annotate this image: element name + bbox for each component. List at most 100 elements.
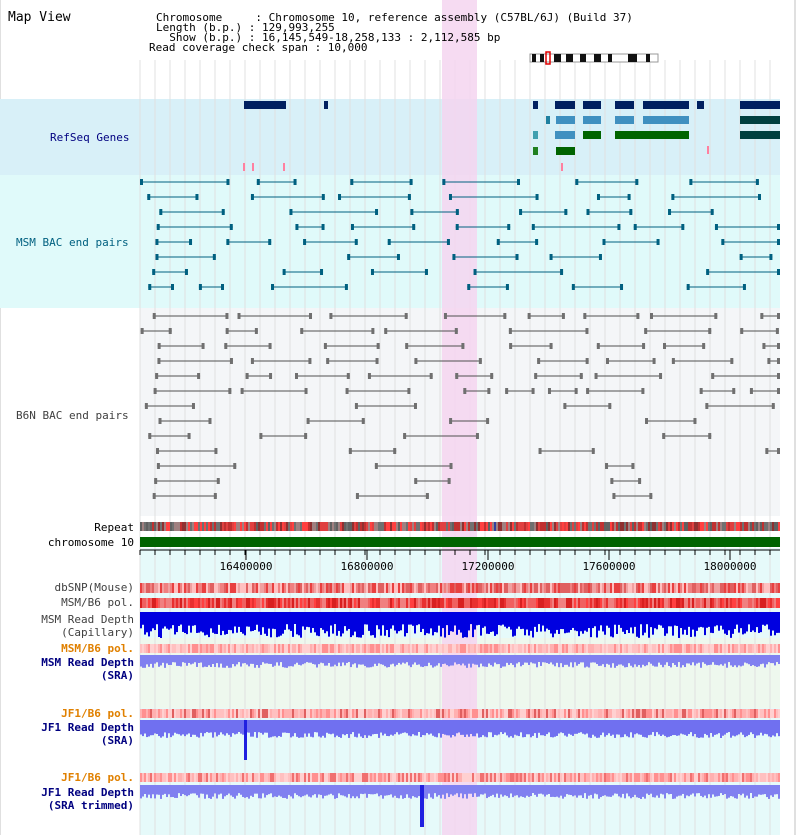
msm-pol-sra-cell: [336, 644, 338, 653]
msm-pol-sra-cell: [426, 644, 428, 653]
jf1-pol-2-cell: [178, 773, 180, 782]
jf1-depth-bar: [198, 720, 200, 738]
msm-depth-cap-bar: [232, 612, 234, 634]
msm-pol-cell: [524, 598, 526, 608]
msm-pol-sra-cell: [436, 644, 438, 653]
jf1-depth-bar: [188, 720, 190, 734]
track-label-msm-bac[interactable]: MSM BAC end pairs: [16, 236, 129, 249]
jf1-trim-bar: [344, 785, 346, 797]
msm-depth-cap-bar: [212, 612, 214, 633]
msm-depth-cap-bar: [624, 612, 626, 635]
dbsnp-cell: [524, 583, 526, 593]
msm-bac-end: [602, 239, 606, 245]
jf1-pol-2-cell: [744, 773, 746, 782]
jf1-depth-bar: [408, 720, 410, 736]
msm-depth-cap-bar: [578, 612, 580, 637]
repeat-block: [566, 522, 568, 531]
jf1-trim-bar: [546, 785, 548, 795]
msm-pol-sra-cell: [464, 644, 466, 653]
dbsnp-cell: [594, 583, 596, 593]
msm-pol-sra-cell: [504, 644, 506, 653]
msm-depth-sra-bar: [550, 655, 552, 663]
dbsnp-cell: [772, 583, 774, 593]
repeat-block: [570, 522, 572, 531]
jf1-trim-bar: [374, 785, 376, 795]
track-label-b6n-bac[interactable]: B6N BAC end pairs: [16, 409, 129, 422]
repeat-block: [300, 522, 302, 531]
msm-pol-cell: [256, 598, 258, 608]
msm-pol-sra-cell: [306, 644, 308, 653]
refseq-gene: [533, 131, 538, 139]
repeat-block: [514, 522, 516, 531]
msm-depth-sra-bar: [466, 655, 468, 668]
jf1-pol-cell: [674, 709, 676, 718]
dbsnp-cell: [270, 583, 272, 593]
jf1-depth-bar: [742, 720, 744, 735]
axis-tick-label: 17600000: [583, 560, 636, 573]
dbsnp-cell: [554, 583, 556, 593]
dbsnp-cell: [262, 583, 264, 593]
track-label-msm-depth-cap[interactable]: MSM Read Depth: [41, 613, 134, 626]
track-label-msm-depth-sra[interactable]: MSM Read Depth: [41, 656, 134, 669]
jf1-pol-2-cell: [558, 773, 560, 782]
b6n-bac-end: [329, 313, 333, 319]
msm-depth-sra-bar: [156, 655, 158, 663]
msm-depth-cap-bar: [570, 612, 572, 631]
dbsnp-cell: [558, 583, 560, 593]
msm-depth-cap-bar: [740, 612, 742, 629]
msm-depth-cap-bar: [496, 612, 498, 635]
jf1-depth-bar: [700, 720, 702, 738]
msm-depth-sra-bar: [610, 655, 612, 668]
jf1-pol-2-cell: [566, 773, 568, 782]
track-label-jf1-depth[interactable]: JF1 Read Depth: [41, 721, 134, 734]
jf1-depth-bar: [530, 720, 532, 738]
jf1-trim-bar: [456, 785, 458, 794]
msm-pol-cell: [304, 598, 306, 608]
track-label-msm-pol[interactable]: MSM/B6 pol.: [61, 596, 134, 609]
jf1-pol-2-cell: [730, 773, 732, 782]
b6n-bac-end: [663, 343, 667, 349]
jf1-pol-cell: [580, 709, 582, 718]
msm-bac-end: [755, 179, 759, 185]
jf1-pol-2-cell: [258, 773, 260, 782]
b6n-bac-end: [594, 373, 598, 379]
msm-pol-sra-cell: [298, 644, 300, 653]
jf1-trim-bar: [222, 785, 224, 799]
track-label-repeat[interactable]: Repeat: [94, 521, 134, 534]
jf1-depth-bar: [404, 720, 406, 733]
track-label-dbsnp[interactable]: dbSNP(Mouse): [54, 581, 134, 594]
track-label-msm-pol-sra[interactable]: MSM/B6 pol.: [61, 642, 134, 655]
repeat-block: [578, 522, 580, 531]
msm-depth-sra-bar: [668, 655, 670, 666]
jf1-pol-cell: [254, 709, 256, 718]
track-label-refseq[interactable]: RefSeq Genes: [50, 131, 130, 144]
jf1-pol-2-cell: [734, 773, 736, 782]
msm-depth-sra-bar: [774, 655, 776, 666]
jf1-trim-bar: [180, 785, 182, 797]
msm-depth-cap-bar: [716, 612, 718, 626]
track-label-jf1-trim[interactable]: JF1 Read Depth: [41, 786, 134, 799]
msm-pol-sra-cell: [604, 644, 606, 653]
track-label-jf1-pol[interactable]: JF1/B6 pol.: [61, 707, 134, 720]
jf1-pol-2-cell: [306, 773, 308, 782]
dbsnp-cell: [234, 583, 236, 593]
jf1-pol-cell: [460, 709, 462, 718]
jf1-depth-bar: [516, 720, 518, 736]
msm-pol-sra-cell: [440, 644, 442, 653]
msm-pol-sra-cell: [182, 644, 184, 653]
msm-depth-cap-bar: [768, 612, 770, 630]
msm-pol-cell: [712, 598, 714, 608]
jf1-depth-bar: [406, 720, 408, 734]
jf1-trim-bar: [510, 785, 512, 794]
track-label-jf1-pol-2[interactable]: JF1/B6 pol.: [61, 771, 134, 784]
msm-pol-cell: [150, 598, 152, 608]
msm-depth-cap-bar: [348, 612, 350, 629]
msm-depth-cap-bar: [402, 612, 404, 625]
repeat-block: [472, 522, 474, 531]
repeat-block: [492, 522, 494, 531]
msm-depth-sra-bar: [236, 655, 238, 665]
jf1-depth-bar: [566, 720, 568, 737]
msm-pol-sra-cell: [452, 644, 454, 653]
